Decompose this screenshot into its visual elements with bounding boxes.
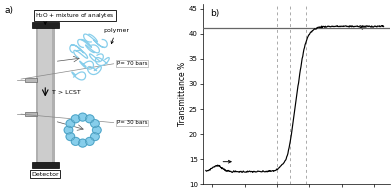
Text: T > LCST: T > LCST (52, 90, 81, 95)
Circle shape (93, 126, 101, 134)
Text: P= 30 bars: P= 30 bars (117, 120, 148, 125)
Text: b): b) (210, 9, 220, 18)
Text: H$_2$O + mixture of analytes: H$_2$O + mixture of analytes (35, 11, 114, 20)
Bar (36, 27, 38, 163)
Circle shape (91, 133, 99, 141)
Text: P= 70 bars: P= 70 bars (117, 61, 148, 66)
Circle shape (64, 126, 73, 134)
Circle shape (66, 120, 75, 128)
Text: polymer: polymer (103, 28, 129, 44)
Circle shape (85, 137, 94, 145)
Bar (52, 27, 54, 163)
Circle shape (91, 120, 99, 128)
Circle shape (85, 115, 94, 123)
Bar (32, 22, 58, 28)
Bar (32, 162, 58, 168)
Circle shape (71, 115, 80, 123)
Circle shape (78, 139, 87, 147)
Bar (25, 112, 37, 116)
Circle shape (66, 133, 75, 141)
Circle shape (78, 113, 87, 121)
Circle shape (71, 137, 80, 145)
Bar (25, 78, 37, 82)
Text: a): a) (5, 6, 14, 15)
Text: Detector: Detector (31, 172, 59, 177)
Bar (37, 27, 54, 163)
Y-axis label: Transmittance %: Transmittance % (178, 62, 187, 126)
